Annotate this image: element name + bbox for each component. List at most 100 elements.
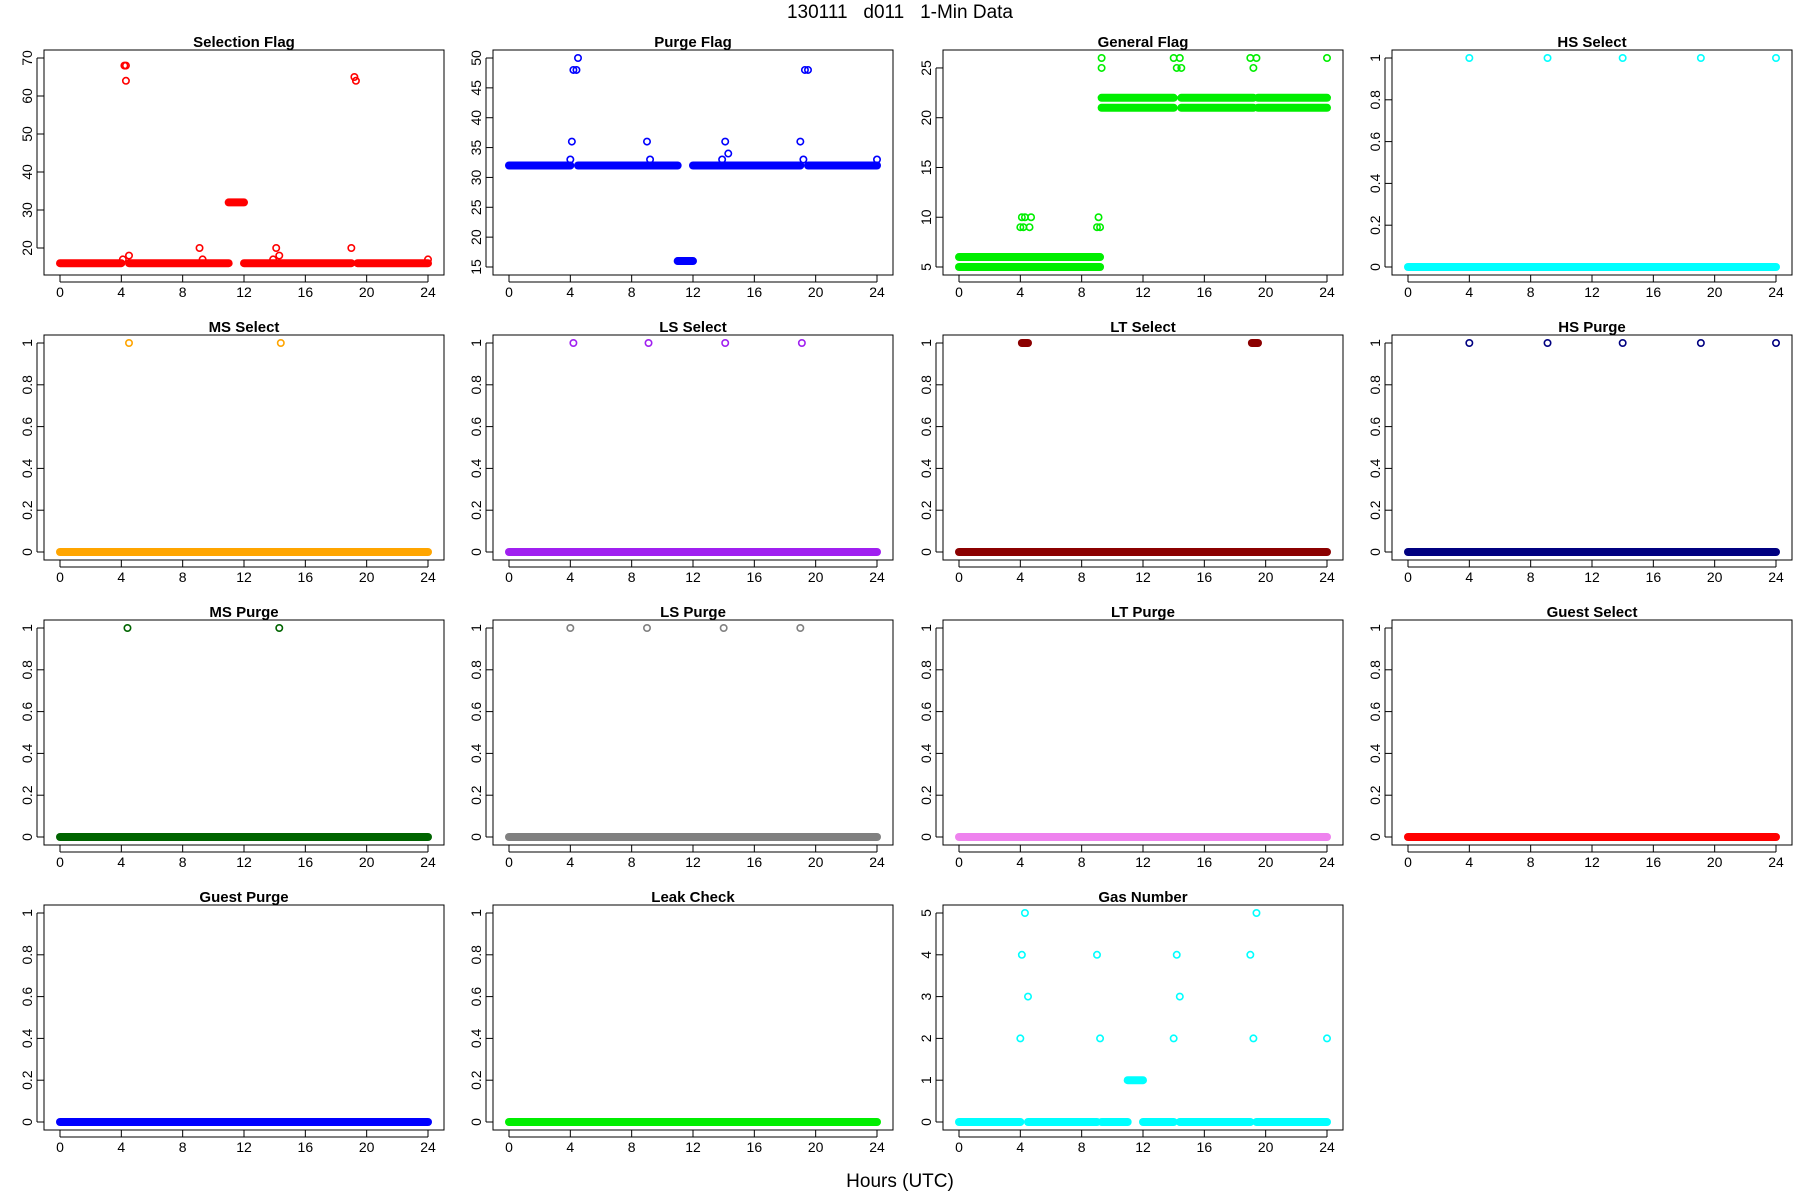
x-tick-label: 12 (685, 854, 701, 870)
x-tick-label: 0 (56, 284, 64, 300)
y-tick-label: 15 (918, 159, 934, 175)
y-tick-label: 0.4 (19, 1028, 35, 1048)
plot-frame (43, 334, 445, 561)
panel-12: Guest Purge 0 4 8 12 16 20 24 0 0.2 0.4 0.6 0.8 1 (19, 889, 445, 1155)
y-tick-label: 0 (1367, 263, 1383, 271)
data-point (1094, 213, 1103, 222)
x-tick-label: 8 (1078, 284, 1086, 300)
x-tick-label: 4 (1016, 1139, 1024, 1155)
x-tick-label: 24 (420, 284, 436, 300)
data-point (1027, 213, 1036, 222)
data-point (1618, 338, 1627, 347)
data-point (1169, 1034, 1178, 1043)
plot-title: LT Purge (1111, 604, 1175, 621)
x-tick-label: 4 (566, 569, 574, 585)
x-tick-label: 0 (1404, 569, 1412, 585)
data-point (642, 623, 651, 632)
y-tick-label: 0.4 (468, 743, 484, 763)
plot-title: General Flag (1098, 34, 1189, 51)
x-tick-label: 4 (1016, 569, 1024, 585)
y-tick-label: 0.8 (468, 375, 484, 395)
x-tick-label: 0 (955, 569, 963, 585)
y-tick-label: 0 (19, 548, 35, 556)
data-point (642, 137, 651, 146)
x-tick-label: 16 (298, 1139, 314, 1155)
plot-frame (492, 334, 894, 561)
data-point (1175, 992, 1184, 1001)
x-tick-label: 4 (117, 284, 125, 300)
data-point (1543, 338, 1552, 347)
y-tick-label: 50 (468, 50, 484, 66)
data-point (1772, 338, 1781, 347)
x-tick-label: 4 (566, 1139, 574, 1155)
panel-6: LT Select 0 4 8 12 16 20 24 0 0.2 0.4 0.6 0.8 1 (918, 319, 1344, 585)
data-point (272, 244, 281, 253)
y-tick-label: 0.2 (468, 1070, 484, 1090)
y-tick-label: 30 (468, 169, 484, 185)
data-point (1249, 1034, 1258, 1043)
x-tick-label: 12 (1135, 1139, 1151, 1155)
data-point (796, 137, 805, 146)
data-point (719, 623, 728, 632)
x-tick-label: 12 (236, 284, 252, 300)
y-tick-label: 0.2 (1367, 215, 1383, 235)
y-tick-label: 0 (1367, 833, 1383, 841)
x-tick-label: 20 (808, 854, 824, 870)
plot-frame (492, 904, 894, 1131)
x-tick-label: 8 (1527, 569, 1535, 585)
x-tick-label: 20 (359, 854, 375, 870)
data-point (796, 623, 805, 632)
data-point (125, 251, 134, 260)
y-tick-label: 0.6 (918, 417, 934, 437)
x-tick-label: 20 (1258, 569, 1274, 585)
y-tick-label: 0.8 (1367, 660, 1383, 680)
x-tick-label: 16 (1197, 284, 1213, 300)
y-tick-label: 0.8 (918, 660, 934, 680)
x-tick-label: 8 (1078, 1139, 1086, 1155)
y-tick-label: 1 (918, 339, 934, 347)
y-tick-label: 5 (918, 909, 934, 917)
y-tick-label: 0.2 (19, 785, 35, 805)
x-tick-label: 8 (628, 284, 636, 300)
data-point (198, 255, 207, 264)
y-tick-label: 0.4 (468, 1028, 484, 1048)
x-tick-label: 24 (1319, 1139, 1335, 1155)
x-tick-label: 24 (869, 569, 885, 585)
y-tick-label: 0.2 (918, 500, 934, 520)
y-tick-label: 2 (918, 1034, 934, 1042)
x-tick-label: 8 (179, 284, 187, 300)
data-point (1177, 63, 1186, 72)
data-point (1097, 53, 1106, 62)
data-point (1618, 53, 1627, 62)
x-tick-label: 0 (505, 284, 513, 300)
data-point (566, 623, 575, 632)
plot-title: MS Purge (209, 604, 278, 621)
y-tick-label: 1 (468, 909, 484, 917)
x-tick-label: 0 (955, 854, 963, 870)
figure-title: 130111 d011 1-Min Data (786, 2, 1014, 23)
y-tick-label: 0.6 (19, 702, 35, 722)
y-tick-label: 50 (19, 126, 35, 142)
x-tick-label: 24 (869, 1139, 885, 1155)
y-tick-label: 1 (918, 624, 934, 632)
y-tick-label: 0 (468, 833, 484, 841)
data-point (1022, 253, 1031, 262)
y-tick-label: 40 (19, 164, 35, 180)
y-tick-label: 4 (918, 951, 934, 959)
data-point (1323, 1034, 1332, 1043)
x-tick-label: 20 (359, 284, 375, 300)
x-tick-label: 12 (1135, 569, 1151, 585)
x-tick-label: 4 (117, 569, 125, 585)
panel-1: Purge Flag 0 4 8 12 16 20 24 15 20 25 30 35 40 45 50 (468, 34, 894, 300)
y-tick-label: 0.8 (468, 945, 484, 965)
x-tick-label: 24 (420, 854, 436, 870)
x-tick-label: 8 (1527, 284, 1535, 300)
y-tick-label: 0.2 (468, 785, 484, 805)
y-tick-label: 25 (918, 60, 934, 76)
data-point (1772, 53, 1781, 62)
data-point (573, 53, 582, 62)
data-point (569, 338, 578, 347)
x-tick-label: 4 (1016, 854, 1024, 870)
plot-title: LS Purge (660, 604, 726, 621)
